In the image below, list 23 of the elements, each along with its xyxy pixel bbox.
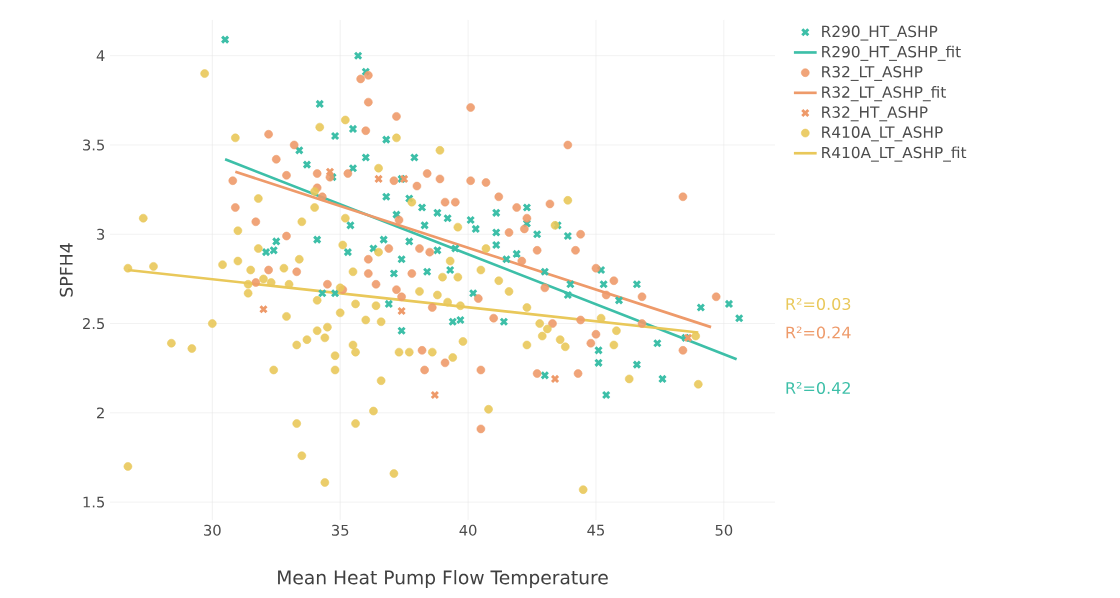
text: R²=0.42 <box>786 381 850 395</box>
legend-label: R290_HT_ASHP <box>822 25 938 41</box>
x-tick-label: 40 <box>459 524 477 536</box>
x-tick-label: 30 <box>204 524 221 536</box>
legend-label: R32_LT_ASHP_fit <box>822 86 946 102</box>
y-tick-label: 2 <box>97 407 104 419</box>
x-tick-label: 35 <box>331 524 349 536</box>
text: R²=0.03 <box>786 297 851 311</box>
x-tick-label: 45 <box>587 524 605 536</box>
legend-label: R32_HT_ASHP <box>822 106 928 122</box>
text: R²=0.24 <box>786 326 851 339</box>
y-tick-label: 4 <box>96 50 105 62</box>
legend-label: R410A_LT_ASHP_fit <box>822 146 967 162</box>
y-tick-label: 3.5 <box>83 139 105 151</box>
y-tick-label: 3 <box>97 228 105 240</box>
legend-label: R410A_LT_ASHP <box>822 126 943 142</box>
x-axis-title: Mean Heat Pump Flow Temperature <box>278 570 608 589</box>
y-tick-label: 2.5 <box>83 318 105 330</box>
legend-label: R32_LT_ASHP <box>822 65 923 81</box>
legend-label: R290_HT_ASHP_fit <box>822 45 961 61</box>
x-tick-label: 50 <box>715 524 733 536</box>
y-axis-title: SPFH4 <box>59 243 73 297</box>
y-tick-label: 1.5 <box>83 496 105 508</box>
